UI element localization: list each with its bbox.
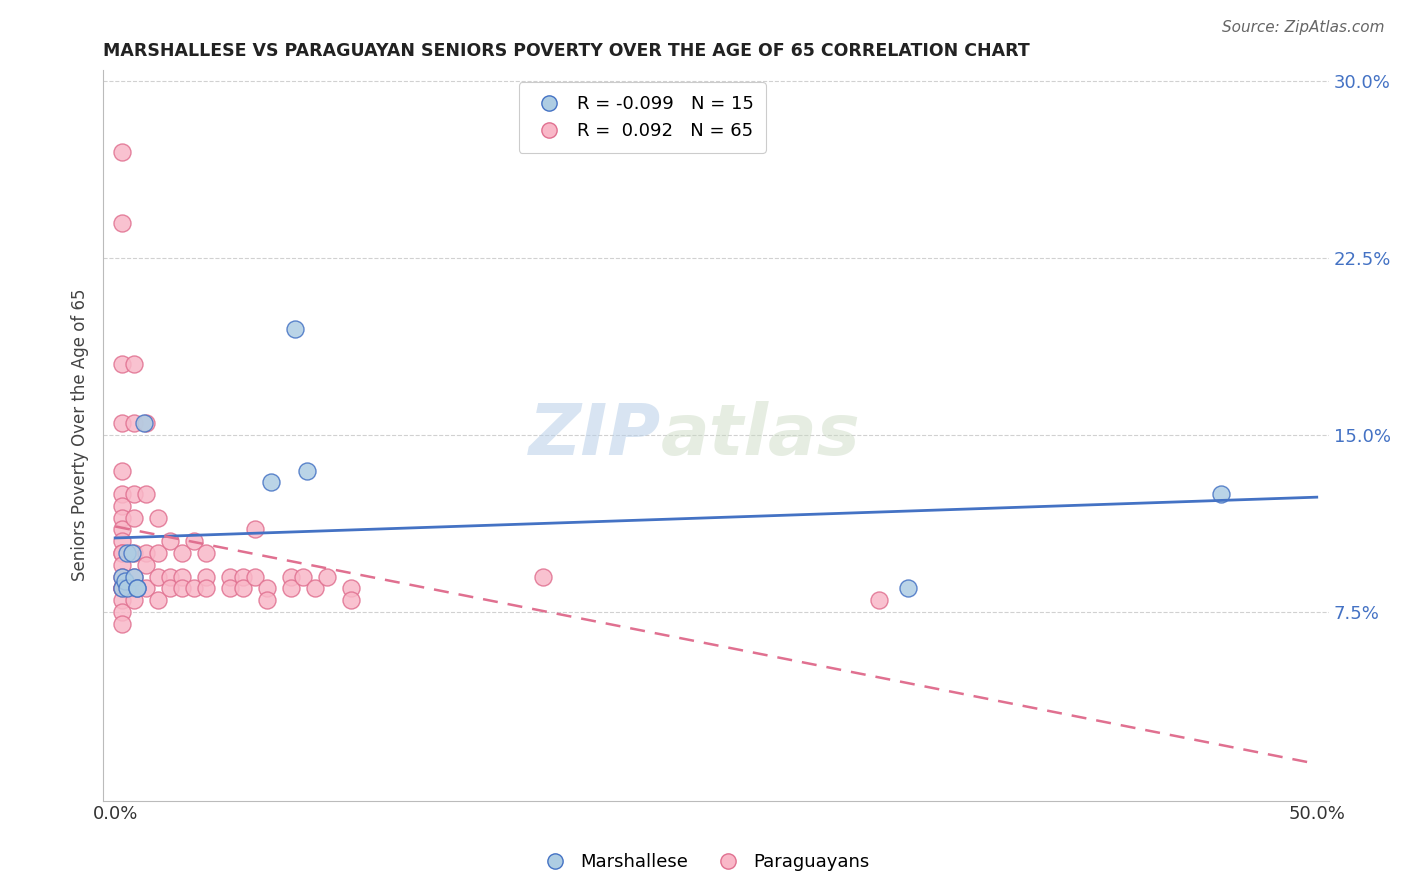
Point bbox=[195, 582, 218, 596]
Point bbox=[111, 487, 134, 501]
Point bbox=[111, 616, 134, 631]
Point bbox=[135, 417, 157, 431]
Point bbox=[1209, 487, 1232, 501]
Point bbox=[111, 534, 134, 549]
Point bbox=[219, 582, 242, 596]
Point bbox=[195, 569, 218, 583]
Point bbox=[115, 582, 138, 596]
Point bbox=[304, 582, 326, 596]
Point bbox=[111, 216, 134, 230]
Point bbox=[256, 582, 278, 596]
Point bbox=[868, 593, 890, 607]
Point bbox=[111, 145, 134, 160]
Point bbox=[148, 569, 170, 583]
Point bbox=[339, 593, 361, 607]
Point bbox=[124, 569, 146, 583]
Point bbox=[256, 593, 278, 607]
Point bbox=[111, 510, 134, 524]
Point bbox=[111, 546, 134, 560]
Point bbox=[111, 546, 134, 560]
Point bbox=[124, 358, 146, 372]
Point bbox=[135, 487, 157, 501]
Point bbox=[231, 582, 253, 596]
Point bbox=[531, 569, 554, 583]
Point bbox=[172, 569, 194, 583]
Legend: R = -0.099   N = 15, R =  0.092   N = 65: R = -0.099 N = 15, R = 0.092 N = 65 bbox=[519, 82, 766, 153]
Point bbox=[111, 582, 134, 596]
Legend: Marshallese, Paraguayans: Marshallese, Paraguayans bbox=[530, 847, 876, 879]
Point bbox=[231, 569, 253, 583]
Point bbox=[111, 417, 134, 431]
Point bbox=[125, 582, 148, 596]
Point bbox=[280, 569, 302, 583]
Point bbox=[132, 417, 155, 431]
Y-axis label: Seniors Poverty Over the Age of 65: Seniors Poverty Over the Age of 65 bbox=[72, 289, 89, 582]
Point bbox=[897, 582, 920, 596]
Point bbox=[124, 487, 146, 501]
Point bbox=[111, 523, 134, 537]
Point bbox=[280, 582, 302, 596]
Point bbox=[172, 546, 194, 560]
Point bbox=[111, 558, 134, 572]
Point bbox=[243, 523, 266, 537]
Point bbox=[125, 582, 148, 596]
Point bbox=[124, 546, 146, 560]
Point bbox=[111, 582, 134, 596]
Point bbox=[115, 546, 138, 560]
Point bbox=[124, 593, 146, 607]
Point bbox=[183, 582, 205, 596]
Point bbox=[135, 546, 157, 560]
Point bbox=[172, 582, 194, 596]
Point bbox=[111, 593, 134, 607]
Point bbox=[148, 546, 170, 560]
Point bbox=[159, 582, 181, 596]
Point bbox=[111, 569, 134, 583]
Point bbox=[297, 463, 319, 477]
Point bbox=[111, 605, 134, 619]
Point bbox=[159, 534, 181, 549]
Point bbox=[183, 534, 205, 549]
Text: Source: ZipAtlas.com: Source: ZipAtlas.com bbox=[1222, 20, 1385, 35]
Point bbox=[124, 417, 146, 431]
Point bbox=[114, 574, 136, 589]
Point bbox=[111, 569, 134, 583]
Text: MARSHALLESE VS PARAGUAYAN SENIORS POVERTY OVER THE AGE OF 65 CORRELATION CHART: MARSHALLESE VS PARAGUAYAN SENIORS POVERT… bbox=[103, 42, 1029, 60]
Point bbox=[339, 582, 361, 596]
Point bbox=[135, 582, 157, 596]
Point bbox=[195, 546, 218, 560]
Point bbox=[148, 510, 170, 524]
Point bbox=[124, 582, 146, 596]
Point bbox=[148, 593, 170, 607]
Point bbox=[124, 569, 146, 583]
Point bbox=[291, 569, 314, 583]
Point bbox=[284, 322, 307, 336]
Point bbox=[124, 510, 146, 524]
Point bbox=[315, 569, 337, 583]
Point bbox=[219, 569, 242, 583]
Text: ZIP: ZIP bbox=[529, 401, 661, 469]
Point bbox=[260, 475, 283, 490]
Point bbox=[121, 546, 143, 560]
Text: atlas: atlas bbox=[661, 401, 860, 469]
Point bbox=[111, 499, 134, 513]
Point bbox=[111, 582, 134, 596]
Point bbox=[135, 558, 157, 572]
Point bbox=[111, 358, 134, 372]
Point bbox=[111, 463, 134, 477]
Point bbox=[243, 569, 266, 583]
Point bbox=[159, 569, 181, 583]
Point bbox=[111, 582, 134, 596]
